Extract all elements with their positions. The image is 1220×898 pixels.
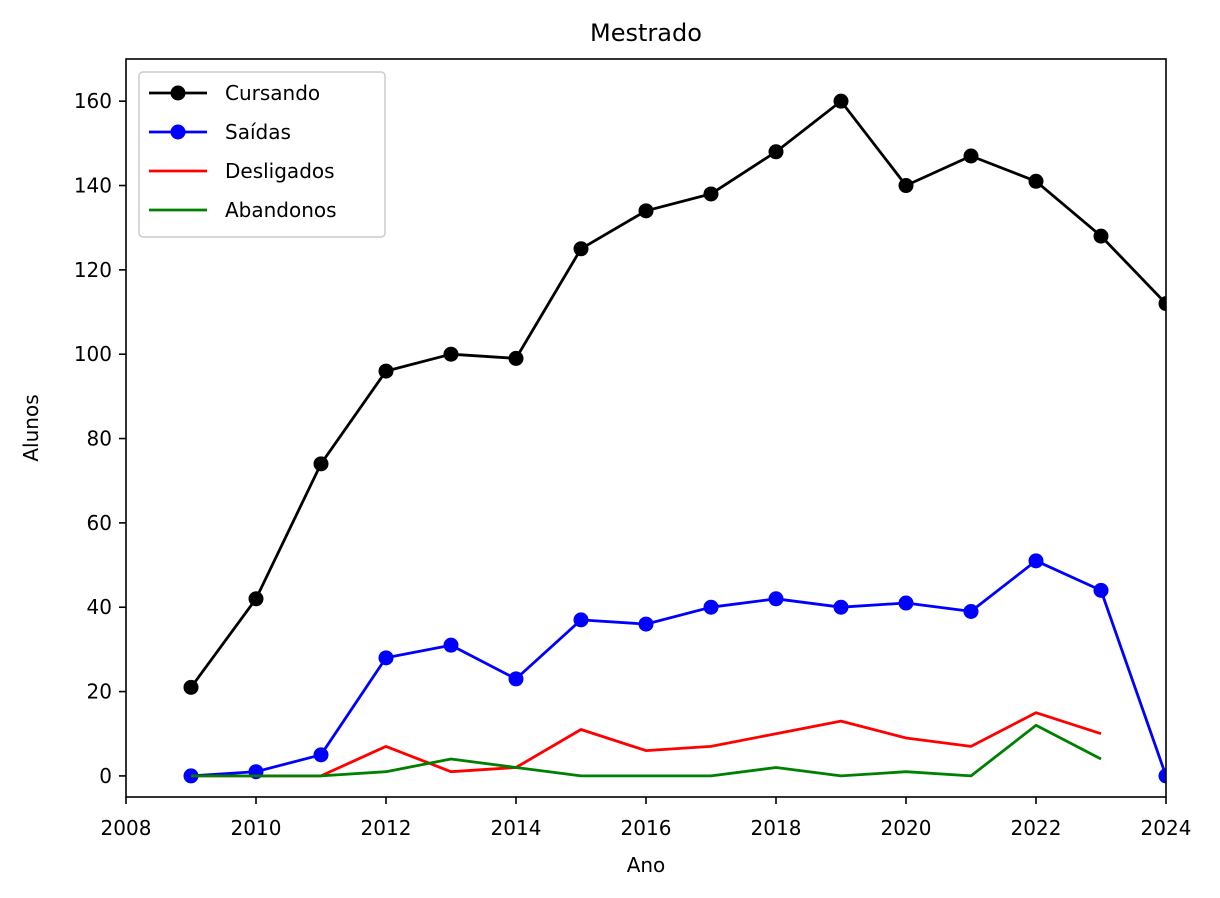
data-point-cursando <box>1158 296 1166 312</box>
data-point-cursando <box>768 144 784 160</box>
x-tick-label: 2024 <box>1141 816 1192 840</box>
chart-title: Mestrado <box>590 19 702 47</box>
y-tick-label: 160 <box>74 89 112 113</box>
data-point-saidas <box>638 616 654 632</box>
data-point-cursando <box>833 93 849 109</box>
series-line-cursando <box>189 99 1166 689</box>
data-point-saidas <box>573 612 589 628</box>
data-point-cursando <box>898 178 914 194</box>
data-point-cursando <box>378 363 394 379</box>
legend-label: Saídas <box>225 120 291 144</box>
y-tick-label: 120 <box>74 258 112 282</box>
legend: Cursando Saídas Desligados Abandonos <box>138 71 386 238</box>
series-line-saidas <box>190 559 1166 778</box>
series-line-desligados <box>191 711 1102 778</box>
x-tick-label: 2016 <box>621 816 672 840</box>
legend-label: Abandonos <box>225 198 337 222</box>
x-tick-label: 2012 <box>361 816 412 840</box>
data-point-saidas <box>1158 768 1166 784</box>
data-point-saidas <box>1093 582 1109 598</box>
y-tick-label: 0 <box>99 764 112 788</box>
data-point-cursando <box>183 679 199 695</box>
data-point-saidas <box>313 747 329 763</box>
data-point-cursando <box>1093 228 1109 244</box>
x-tick-label: 2010 <box>231 816 282 840</box>
data-point-cursando <box>443 346 459 362</box>
y-tick-label: 100 <box>74 342 112 366</box>
x-tick-label: 2014 <box>491 816 542 840</box>
data-point-cursando <box>703 186 719 202</box>
x-axis-label: Ano <box>627 853 666 877</box>
y-tick-label: 60 <box>87 511 112 535</box>
data-point-saidas <box>703 599 719 615</box>
data-point-cursando <box>1028 173 1044 189</box>
legend-marker <box>170 85 186 101</box>
x-tick-label: 2008 <box>101 816 152 840</box>
data-point-saidas <box>443 637 459 653</box>
series-line-abandonos <box>191 723 1102 778</box>
legend-marker <box>170 124 186 140</box>
data-point-cursando <box>313 456 329 472</box>
y-tick-label: 20 <box>87 680 112 704</box>
y-tick-label: 80 <box>87 427 112 451</box>
data-point-saidas <box>768 591 784 607</box>
data-point-saidas <box>898 595 914 611</box>
data-point-cursando <box>508 350 524 366</box>
legend-label: Desligados <box>225 159 335 183</box>
data-point-saidas <box>508 671 524 687</box>
y-axis-label: Alunos <box>19 394 43 461</box>
data-point-cursando <box>248 591 264 607</box>
data-point-cursando <box>963 148 979 164</box>
x-tick-label: 2020 <box>881 816 932 840</box>
legend-box <box>138 71 386 238</box>
legend-label: Cursando <box>225 81 320 105</box>
data-point-saidas <box>378 650 394 666</box>
data-point-saidas <box>833 599 849 615</box>
data-point-cursando <box>573 241 589 257</box>
data-point-saidas <box>1028 553 1044 569</box>
x-tick-label: 2022 <box>1011 816 1062 840</box>
y-tick-label: 40 <box>87 595 112 619</box>
data-point-saidas <box>963 603 979 619</box>
data-point-cursando <box>638 203 654 219</box>
x-tick-label: 2018 <box>751 816 802 840</box>
y-tick-label: 140 <box>74 174 112 198</box>
